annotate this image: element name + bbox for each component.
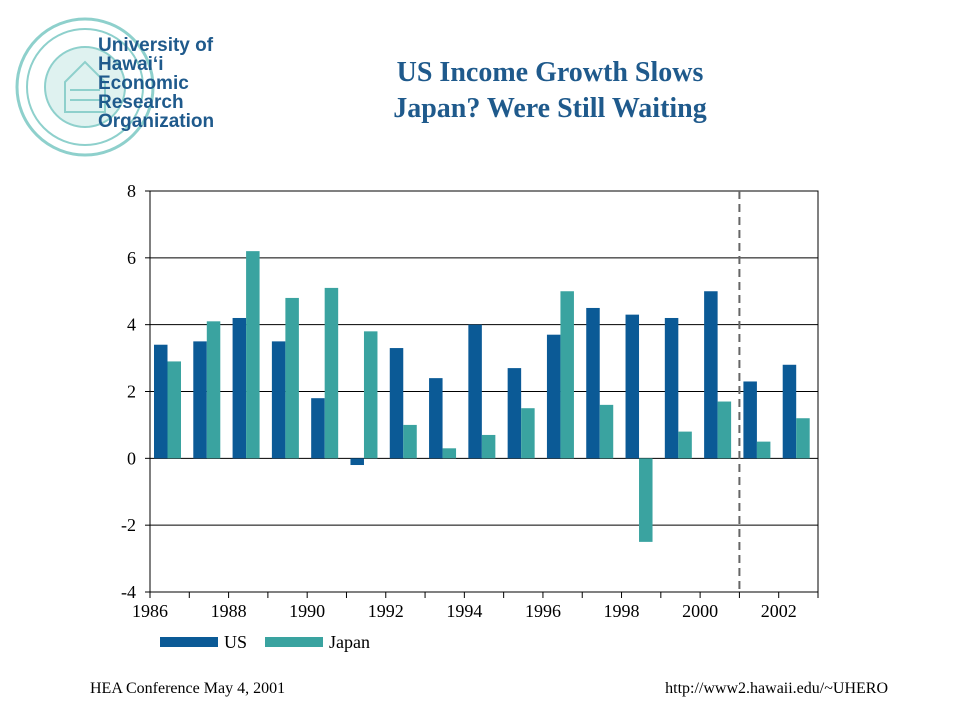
bar-us-1988 <box>232 317 247 459</box>
chart-axes <box>145 190 819 598</box>
logo-line-1: University of <box>98 35 214 56</box>
bar-us-1995 <box>507 368 522 459</box>
logo-line-4: Research <box>98 92 184 113</box>
x-tick-label: 1986 <box>132 601 168 621</box>
bar-japan-1992 <box>403 424 417 459</box>
x-tick-label: 1996 <box>525 601 561 621</box>
bar-us-2002 <box>782 364 797 459</box>
y-tick-label: 6 <box>127 248 136 268</box>
x-tick-label: 2000 <box>682 601 718 621</box>
bar-japan-1996 <box>560 291 574 459</box>
logo-line-3: Economic <box>98 73 189 94</box>
legend-swatch-japan <box>265 637 323 647</box>
slide-title-line-1: US Income Growth Slows <box>396 57 704 88</box>
bar-us-1990 <box>311 398 325 459</box>
x-tick-label: 1994 <box>446 601 482 621</box>
bar-japan-1988 <box>246 251 260 459</box>
chart-bars <box>154 251 810 542</box>
bar-japan-1989 <box>285 297 299 459</box>
bar-japan-1991 <box>363 331 378 459</box>
bar-japan-1998 <box>639 458 653 542</box>
y-tick-label: -4 <box>121 582 136 602</box>
footer-url: http://www2.hawaii.edu/~UHERO <box>665 680 888 697</box>
logo-wordmark: University of Hawai‘i Economic Research … <box>98 36 248 131</box>
bar-us-1997 <box>586 307 600 459</box>
bar-japan-1995 <box>521 408 535 459</box>
x-tick-label: 1998 <box>604 601 640 621</box>
x-tick-label: 1990 <box>289 601 325 621</box>
uhero-logo <box>15 17 155 157</box>
bar-us-2001 <box>743 381 757 459</box>
bar-japan-2000 <box>717 401 732 459</box>
bar-us-1998 <box>625 314 640 459</box>
university-seal-icon <box>15 17 155 157</box>
bar-us-1999 <box>664 317 679 459</box>
x-tick-label: 1992 <box>368 601 404 621</box>
bar-japan-1999 <box>678 431 692 459</box>
y-tick-label: 0 <box>127 448 136 468</box>
legend-label-japan: Japan <box>329 632 370 652</box>
bar-japan-1997 <box>599 404 614 459</box>
bar-us-2000 <box>704 291 718 459</box>
y-tick-label: 4 <box>127 315 136 335</box>
bar-japan-2001 <box>756 441 771 459</box>
bar-us-1991 <box>350 458 364 466</box>
bar-japan-1987 <box>206 321 221 459</box>
bar-us-1996 <box>546 334 561 459</box>
y-tick-label: 8 <box>127 181 136 201</box>
logo-line-2: Hawai‘i <box>98 54 164 75</box>
y-tick-label: 2 <box>127 382 136 402</box>
bar-us-1994 <box>468 324 482 459</box>
bar-us-1989 <box>271 341 286 459</box>
slide-title-line-2: Japan? Were Still Waiting <box>393 93 707 124</box>
chart-legend: US Japan <box>160 632 370 652</box>
x-tick-label: 2002 <box>761 601 797 621</box>
legend-swatch-us <box>160 637 218 647</box>
bar-japan-1986 <box>167 361 181 459</box>
slide-title: US Income Growth Slows Japan? Were Still… <box>300 55 800 127</box>
logo-line-5: Organization <box>98 111 215 132</box>
bar-us-1987 <box>193 341 207 459</box>
x-tick-label: 1988 <box>211 601 247 621</box>
y-tick-label: -2 <box>121 515 136 535</box>
bar-japan-1990 <box>324 287 339 459</box>
legend-label-us: US <box>224 632 247 652</box>
bar-us-1992 <box>389 348 404 459</box>
bar-japan-2002 <box>796 418 810 459</box>
bar-japan-1994 <box>481 434 496 459</box>
bar-us-1986 <box>154 344 168 459</box>
bar-japan-1993 <box>442 448 457 459</box>
bar-us-1993 <box>429 378 443 459</box>
footer-conference: HEA Conference May 4, 2001 <box>90 680 286 697</box>
